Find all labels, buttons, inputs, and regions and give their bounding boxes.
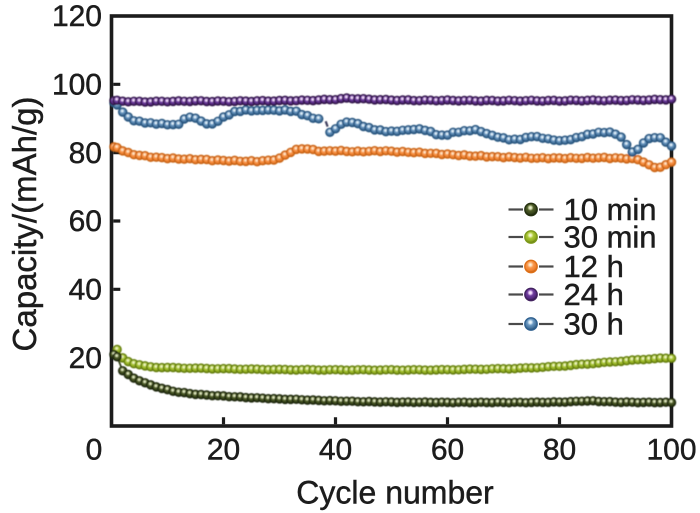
svg-text:80: 80: [69, 137, 102, 170]
svg-text:20: 20: [69, 342, 102, 375]
svg-text:40: 40: [69, 274, 102, 307]
svg-text:Cycle number: Cycle number: [296, 475, 494, 511]
svg-text:40: 40: [319, 434, 352, 467]
svg-text:20: 20: [207, 434, 240, 467]
svg-text:60: 60: [69, 205, 102, 238]
svg-text:Capacity/(mAh/g): Capacity/(mAh/g): [6, 97, 43, 352]
svg-text:60: 60: [431, 434, 464, 467]
svg-text:30 h: 30 h: [564, 307, 624, 342]
svg-text:30 min: 30 min: [564, 220, 657, 255]
svg-text:10 min: 10 min: [564, 192, 657, 227]
svg-text:24 h: 24 h: [564, 277, 624, 312]
svg-text:0: 0: [86, 434, 103, 467]
svg-text:120: 120: [52, 0, 102, 33]
svg-text:80: 80: [543, 434, 576, 467]
svg-text:12 h: 12 h: [564, 249, 624, 284]
svg-text:100: 100: [52, 69, 102, 102]
svg-text:100: 100: [646, 434, 696, 467]
